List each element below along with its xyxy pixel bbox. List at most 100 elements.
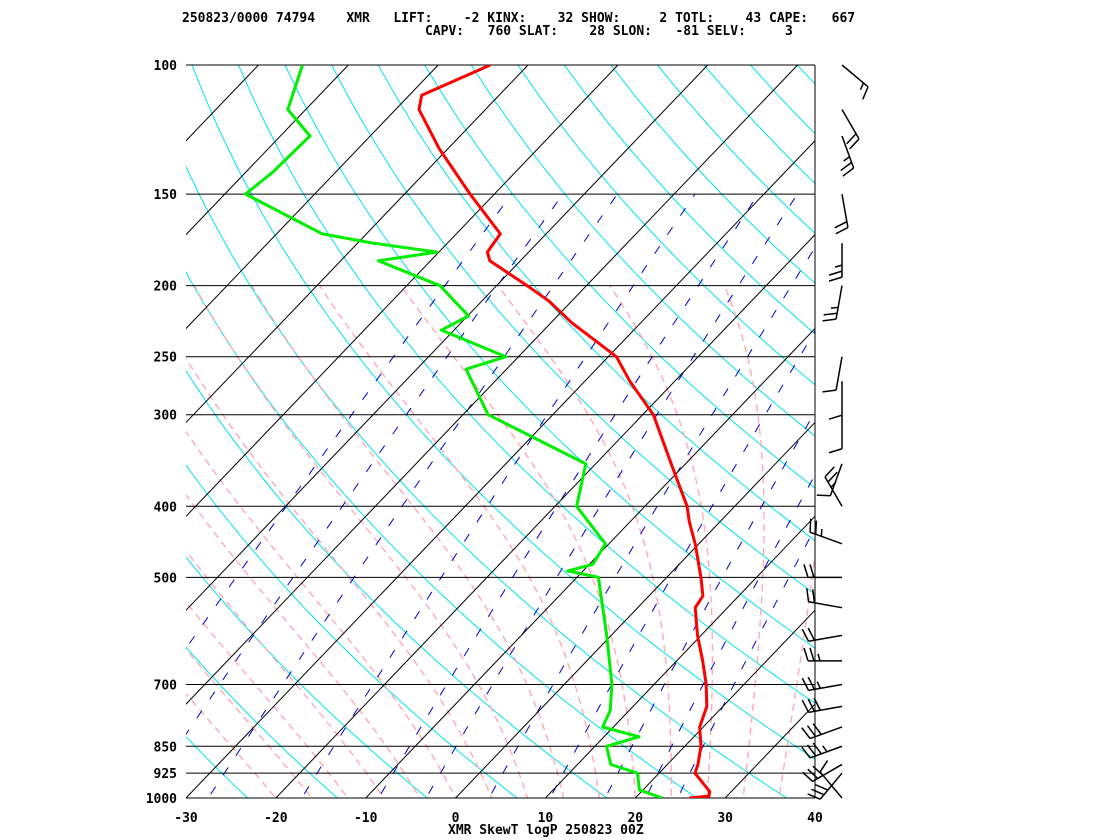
isotherm	[186, 65, 439, 330]
dry-adiabat	[470, 65, 815, 437]
pressure-tick-label: 200	[154, 280, 178, 295]
wind-barb-feather	[814, 520, 818, 535]
wind-barb-feather	[828, 270, 843, 276]
dry-adiabat	[186, 369, 608, 798]
pressure-tick-label: 850	[154, 740, 178, 755]
mixing-ratio-line	[677, 527, 815, 798]
moist-adiabat	[186, 493, 421, 798]
dry-adiabat	[186, 556, 429, 798]
mixing-ratio-line	[645, 473, 815, 798]
isotherm	[275, 233, 815, 798]
mixing-ratio-line	[207, 193, 618, 798]
wind-barb-feather	[807, 793, 821, 800]
wind-barb-staff	[841, 109, 860, 140]
wind-barb-feather	[834, 220, 848, 229]
moist-adiabat	[193, 285, 529, 798]
wind-barb-half-feather	[816, 681, 822, 689]
wind-barb-staff	[829, 463, 843, 497]
isotherm	[186, 65, 619, 518]
moist-adiabat	[319, 285, 601, 798]
temperature-tick-label: 10	[538, 811, 554, 826]
wind-barb-feather	[811, 589, 816, 603]
wind-barb-staff	[841, 64, 869, 88]
mixing-ratio-line	[301, 193, 696, 798]
dry-adiabat	[238, 65, 815, 704]
isotherm	[0, 65, 169, 814]
wind-barb	[828, 414, 843, 454]
pressure-tick-label: 1000	[146, 792, 177, 807]
dry-adiabat	[186, 735, 249, 798]
wind-barb-staff	[808, 601, 843, 609]
wind-barb-feather	[811, 788, 825, 796]
pressure-tick-label: 100	[154, 59, 178, 74]
wind-barb	[834, 193, 849, 235]
wind-barb-feather	[840, 161, 853, 172]
wind-barb	[801, 627, 843, 643]
wind-barb-feather	[801, 727, 811, 740]
dry-adiabat	[424, 65, 815, 489]
wind-barb-feather	[801, 746, 811, 759]
temperature-tick-label: 0	[452, 811, 460, 826]
isotherm	[0, 65, 79, 814]
temperature-tick-label: -10	[354, 811, 378, 826]
dry-adiabat	[517, 65, 815, 386]
pressure-tick-label: 300	[154, 409, 178, 424]
wind-barbs	[801, 64, 869, 800]
wind-barb-feather	[828, 276, 843, 282]
wind-barb	[803, 647, 842, 662]
wind-barb	[807, 772, 843, 800]
dewpoint-profile	[244, 65, 663, 798]
wind-barb-feather	[824, 466, 835, 478]
isotherm	[186, 65, 349, 236]
dry-adiabat	[844, 65, 1120, 814]
wind-barb	[822, 285, 843, 322]
wind-barb-staff	[819, 772, 843, 800]
wind-barb-feather	[807, 698, 816, 712]
pressure-tick-label: 150	[154, 188, 178, 203]
mixing-ratio-line	[377, 193, 759, 798]
dry-adiabat	[890, 65, 1120, 814]
mixing-ratio-line	[186, 193, 513, 650]
moist-adiabat	[186, 648, 313, 798]
wind-barb-feather	[828, 448, 843, 454]
wind-barb-feather	[806, 588, 810, 602]
dry-adiabat	[657, 65, 815, 234]
wind-barb	[819, 760, 843, 799]
wind-barb-half-feather	[843, 156, 850, 162]
isobar-lines	[186, 64, 816, 799]
dry-adiabat	[331, 65, 815, 595]
wind-barb-staff	[841, 135, 855, 169]
moist-adiabat	[186, 356, 493, 798]
wind-barb-half-feather	[817, 653, 821, 662]
isotherm	[186, 65, 709, 611]
wind-barb-half-feather	[859, 82, 865, 90]
wind-barb-feather	[823, 312, 838, 316]
dry-adiabat	[703, 65, 815, 184]
isotherm	[454, 421, 815, 798]
wind-barb-feather	[809, 564, 815, 578]
moist-adiabat	[497, 285, 672, 798]
wind-barb-feather	[803, 564, 809, 578]
wind-barb-feather	[801, 699, 810, 713]
wind-barb	[828, 243, 843, 282]
wind-barb-feather	[813, 697, 822, 711]
wind-barb-feather	[802, 771, 814, 783]
dry-adiabat	[284, 65, 815, 649]
moist-adiabat	[186, 430, 457, 798]
wind-barb-feather	[849, 138, 860, 150]
pressure-tick-label: 700	[154, 678, 178, 693]
pressure-tick-label: 500	[154, 571, 178, 586]
wind-barb-feather	[862, 86, 869, 100]
wind-barb-staff	[819, 771, 843, 799]
wind-barb-feather	[807, 768, 819, 780]
wind-barb	[801, 723, 843, 740]
wind-barb	[801, 697, 843, 714]
isotherm	[365, 327, 815, 798]
temperature-tick-label: 30	[717, 811, 733, 826]
wind-barb-feather	[812, 765, 824, 777]
dry-adiabat	[750, 65, 815, 135]
wind-barb-feather	[835, 226, 849, 235]
wind-barb-feather	[801, 628, 810, 642]
wind-barb	[841, 109, 860, 150]
dry-adiabat	[0, 65, 173, 814]
